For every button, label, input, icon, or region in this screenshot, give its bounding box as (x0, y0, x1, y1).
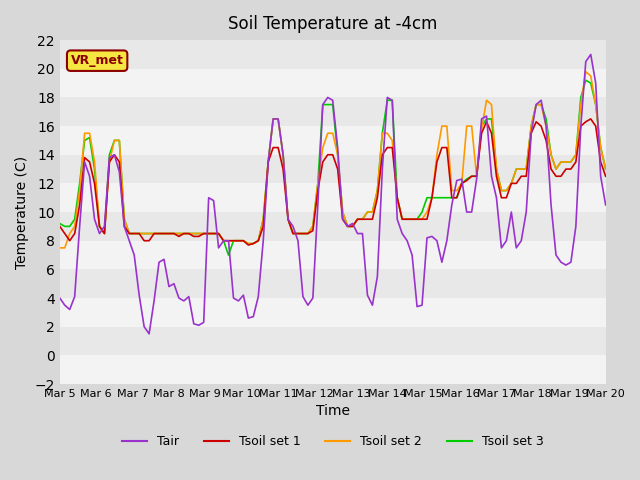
Bar (60, 126, 605, 155)
Y-axis label: Temperature (C): Temperature (C) (15, 156, 29, 269)
X-axis label: Time: Time (316, 405, 349, 419)
Bar (60, 355, 605, 384)
Bar (60, 69, 605, 97)
Legend: Tair, Tsoil set 1, Tsoil set 2, Tsoil set 3: Tair, Tsoil set 1, Tsoil set 2, Tsoil se… (116, 431, 549, 454)
Bar (60, 298, 605, 327)
Bar (60, 240, 605, 269)
Text: VR_met: VR_met (70, 54, 124, 67)
Title: Soil Temperature at -4cm: Soil Temperature at -4cm (228, 15, 437, 33)
Bar (60, 183, 605, 212)
